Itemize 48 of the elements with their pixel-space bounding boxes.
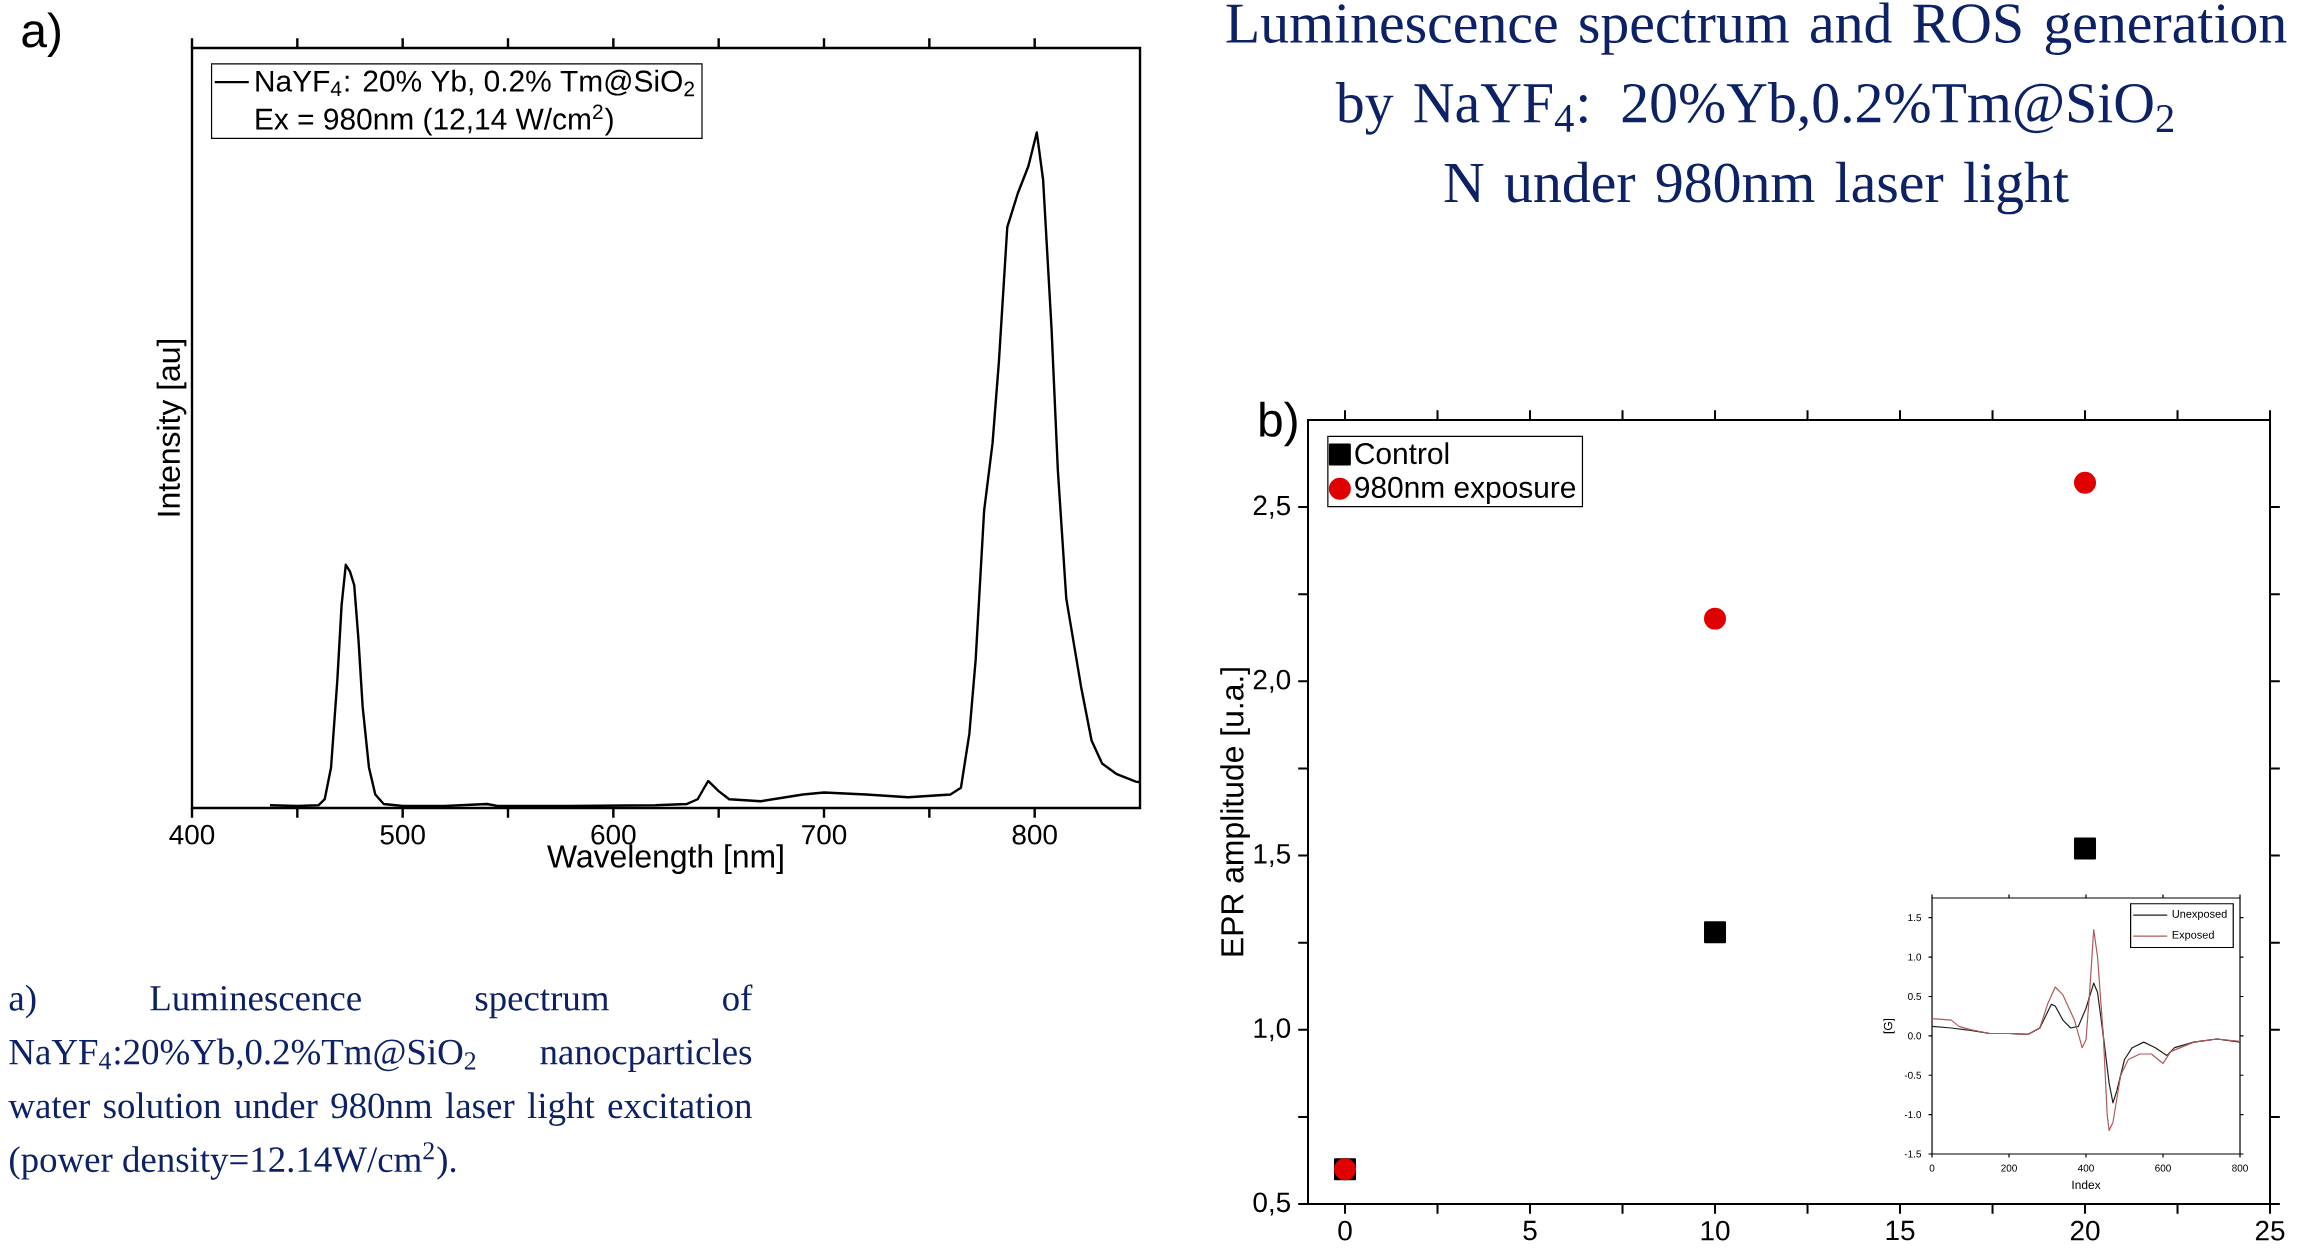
y-tick-label: -1.0: [1904, 1111, 1922, 1119]
x-tick-label: 800: [2232, 1164, 2248, 1172]
point: [2074, 471, 2097, 494]
y-tick-label: 1.5: [1908, 914, 1922, 922]
x-tick-label: 200: [2001, 1164, 2017, 1172]
line-series: [1932, 928, 2241, 1131]
x-tick-label: 10: [1701, 1220, 1730, 1241]
point: [1704, 607, 1727, 630]
chart-title: Luminescence spectrum and ROS generation by NaYF$_{4}$: 20%Yb,0.2%Tm@SiO$_{2}$ N under 980nm laser light: [1226, 2, 2287, 215]
text: b): [1260, 401, 1297, 447]
x-tick-label: 600: [591, 824, 636, 845]
y-tick-label: 1.0: [1908, 953, 1922, 961]
x-tick-label: 500: [380, 824, 425, 845]
x-axis-title: Wavelength [nm]: [547, 844, 783, 875]
x-tick-label: 400: [169, 824, 215, 845]
x-tick-label: 20: [2070, 1220, 2100, 1241]
x-tick-label: 0: [1929, 1164, 1935, 1172]
legend-label: Control: [1355, 442, 1449, 465]
y-tick-label: 1,5: [1254, 844, 1290, 867]
text: a) Luminescence spectrum of NaYF$_{4}$:20%Yb,0.2%Tm@SiO$_{2}$ nanocparticles water solution under 980nm laser light excitation (power density=12.14W/cm$^{2}$).: [8, 984, 753, 1180]
legend-label: Exposed: [2172, 930, 2214, 941]
text: a): [22, 12, 60, 57]
y-axis-title: EPR amplitude [u.a.]: [1220, 668, 1250, 956]
y-tick-label: 0.5: [1908, 992, 1922, 1000]
x-axis-title: Index: [2072, 1180, 2101, 1190]
y-tick-label: 2,5: [1253, 495, 1290, 519]
y-tick-label: -0.5: [1904, 1071, 1922, 1079]
legend-label: 980nm exposure: [1355, 476, 1576, 504]
y-tick-label: 2,0: [1253, 669, 1291, 693]
point: [2074, 837, 2097, 860]
annotation: Ex = 980nm (12,14 W/cm$^{2}$): [256, 104, 613, 136]
y-tick-label: 1,0: [1254, 1018, 1291, 1042]
x-tick-label: 800: [1012, 824, 1057, 845]
y-tick-label: 0.0: [1908, 1032, 1922, 1040]
x-tick-label: 0: [1338, 1220, 1352, 1241]
legend-label: NaYF$_{4}$: 20% Yb, 0.2% Tm@SiO$_{2}$: [256, 69, 694, 97]
legend-label: Unexposed: [2172, 909, 2227, 920]
x-tick-label: 25: [2255, 1220, 2285, 1241]
x-tick-label: 15: [1886, 1220, 1915, 1241]
y-tick-label: -1.5: [1904, 1150, 1922, 1158]
x-tick-label: 700: [802, 824, 847, 845]
x-tick-label: 600: [2155, 1164, 2171, 1172]
point: [1704, 921, 1727, 944]
x-tick-label: 5: [1523, 1220, 1537, 1241]
y-axis-title: [G]: [1883, 1018, 1895, 1034]
y-axis-title: Intensity [au]: [156, 339, 187, 516]
x-tick-label: 400: [2077, 1164, 2094, 1172]
y-tick-label: 0,5: [1253, 1192, 1290, 1216]
